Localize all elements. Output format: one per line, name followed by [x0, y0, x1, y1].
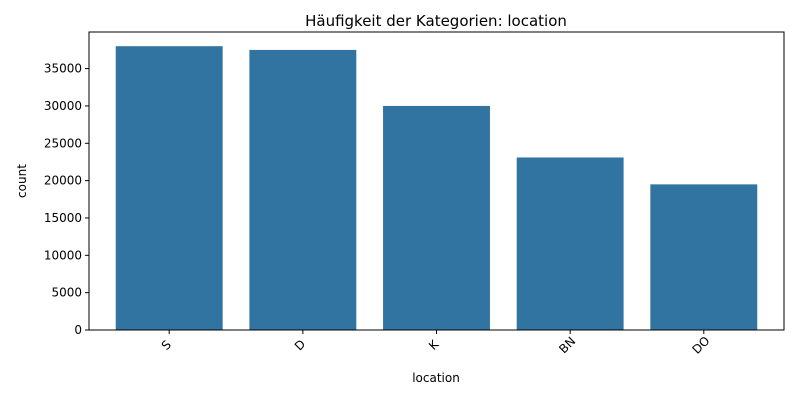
y-tick-label-15000: 15000: [44, 211, 82, 225]
bars: [115, 46, 758, 331]
y-tick-label-35000: 35000: [44, 62, 82, 76]
x-tick-label-bn: BN: [556, 334, 578, 356]
x-tick-label-k: K: [426, 337, 442, 353]
x-axis-label: location: [412, 371, 460, 385]
y-tick-label-0: 0: [74, 323, 82, 337]
chart-title: Häufigkeit der Kategorien: location: [305, 12, 567, 30]
y-axis: 0 5000 10000 15000 20000 25000 30000 35000: [44, 62, 89, 337]
bar-k: [383, 105, 490, 330]
y-tick-label-10000: 10000: [44, 248, 82, 262]
y-tick-label-20000: 20000: [44, 174, 82, 188]
x-tick-label-d: D: [292, 337, 308, 353]
bar-do: [650, 184, 758, 330]
x-axis: S D K BN DO: [159, 330, 713, 357]
y-axis-label: count: [15, 164, 29, 198]
bar-s: [115, 46, 223, 330]
plot-frame: [88, 31, 785, 331]
y-tick-label-25000: 25000: [44, 136, 82, 150]
bar-bn: [516, 157, 624, 330]
y-tick-label-30000: 30000: [44, 99, 82, 113]
bar-d: [249, 49, 357, 331]
x-tick-label-s: S: [159, 338, 174, 353]
y-tick-label-5000: 5000: [51, 286, 82, 300]
x-tick-label-do: DO: [689, 334, 712, 357]
